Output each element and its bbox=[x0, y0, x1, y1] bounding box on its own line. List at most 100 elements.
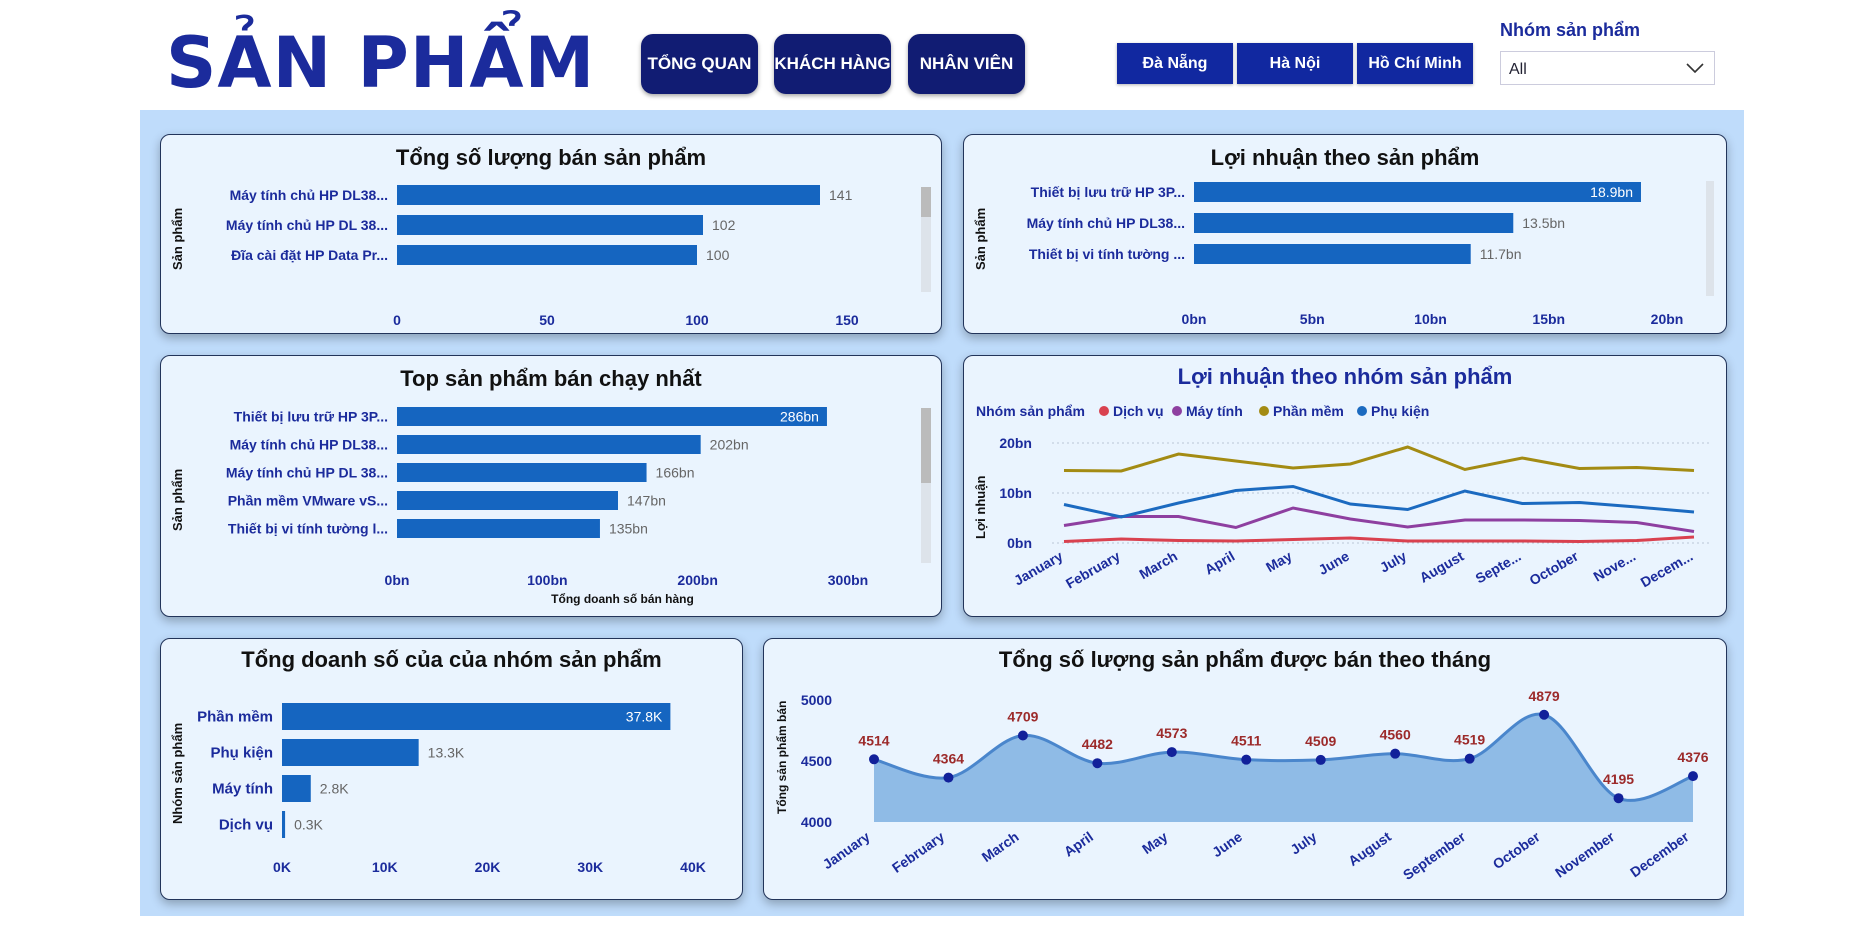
data-point bbox=[1315, 754, 1326, 765]
category-label: Thiết bị vi tính tường l... bbox=[228, 521, 388, 537]
city-button-ho-chi-minh[interactable]: Hồ Chí Minh bbox=[1357, 43, 1473, 84]
bar bbox=[282, 703, 671, 730]
city-button-da-nang[interactable]: Đà Nẵng bbox=[1117, 43, 1233, 84]
category-label: Máy tính chủ HP DL 38... bbox=[226, 465, 388, 481]
slicer-label: Nhóm sản phẩm bbox=[1500, 20, 1641, 40]
data-label: 4511 bbox=[1231, 733, 1262, 749]
data-point bbox=[1017, 730, 1028, 741]
legend-title: Nhóm sản phẩm bbox=[976, 403, 1085, 419]
data-point bbox=[1688, 771, 1698, 782]
nav-button-nhan-vien[interactable]: NHÂN VIÊN bbox=[908, 34, 1025, 94]
data-label: 135bn bbox=[609, 521, 648, 537]
scrollbar[interactable] bbox=[921, 187, 931, 292]
x-tick-label: April bbox=[1061, 828, 1096, 859]
bar-chart: Thiết bị lưu trữ HP 3P... 286bn Máy tính c… bbox=[226, 407, 868, 606]
data-label: 18.9bn bbox=[1590, 184, 1633, 200]
category-label: Máy tính chủ HP DL38... bbox=[1027, 215, 1185, 231]
category-label: Máy tính chủ HP DL 38... bbox=[226, 217, 388, 233]
category-label: Máy tính chủ HP DL38... bbox=[230, 187, 388, 203]
chart-title: Tổng doanh số của của nhóm sản phẩm bbox=[241, 647, 662, 672]
x-tick-label: March bbox=[1136, 548, 1180, 582]
tick-label: 200bn bbox=[677, 572, 717, 588]
tick-label: 4000 bbox=[801, 814, 832, 830]
bar bbox=[397, 185, 820, 205]
tick-label: 300bn bbox=[828, 572, 868, 588]
data-label: 11.7bn bbox=[1480, 246, 1522, 262]
tick-label: 0K bbox=[273, 859, 291, 875]
data-label: 4195 bbox=[1603, 771, 1634, 787]
data-point bbox=[869, 754, 879, 765]
legend-marker bbox=[1357, 406, 1367, 416]
tick-label: 0bn bbox=[385, 572, 410, 588]
data-label: 4560 bbox=[1380, 727, 1411, 743]
tick-label: 15bn bbox=[1532, 311, 1565, 327]
data-point bbox=[943, 772, 954, 783]
series-line bbox=[1063, 445, 1695, 473]
card-quantity-by-month: Tổng số lượng sản phẩm được bán theo thá… bbox=[763, 638, 1727, 900]
category-label: Máy tính bbox=[212, 781, 273, 798]
bar bbox=[397, 407, 827, 426]
tick-label: 10K bbox=[372, 859, 398, 875]
card-quantity-by-product: Tổng số lượng bán sản phẩm Sản phẩm Máy … bbox=[160, 134, 942, 334]
data-label: 166bn bbox=[656, 465, 695, 481]
series-line bbox=[1063, 484, 1695, 519]
data-label: 286bn bbox=[780, 409, 819, 425]
tick-label: 0 bbox=[393, 312, 401, 328]
tick-label: 20bn bbox=[999, 435, 1032, 451]
category-label: Thiết bị lưu trữ HP 3P... bbox=[234, 409, 388, 425]
bar bbox=[397, 245, 697, 265]
chart-title: Top sản phẩm bán chạy nhất bbox=[400, 366, 702, 391]
x-tick-label: February bbox=[889, 828, 947, 876]
card-profit-by-group: Lợi nhuận theo nhóm sản phẩm Lợi nhuận N… bbox=[963, 355, 1727, 617]
x-tick-label: December bbox=[1627, 828, 1692, 880]
chart-title: Lợi nhuận theo sản phẩm bbox=[1210, 145, 1480, 170]
tick-label: 4500 bbox=[801, 753, 832, 769]
bar bbox=[397, 491, 618, 510]
tick-label: 10bn bbox=[1414, 311, 1447, 327]
legend-marker bbox=[1259, 406, 1269, 416]
nav-button-tong-quan[interactable]: TỔNG QUAN bbox=[641, 34, 758, 94]
data-label: 4879 bbox=[1529, 688, 1560, 704]
bar-chart: Máy tính chủ HP DL38... 141 Máy tính chủ H… bbox=[226, 185, 859, 328]
bar bbox=[397, 463, 647, 482]
bar bbox=[282, 811, 286, 838]
data-point bbox=[1390, 748, 1401, 759]
area-chart: 4000 4500 5000 4514 January 4364 February 4709 M… bbox=[801, 688, 1709, 883]
bar bbox=[1194, 182, 1641, 202]
card-sales-by-group: Tổng doanh số của của nhóm sản phẩm Nhóm… bbox=[160, 638, 743, 900]
x-tick-label: April bbox=[1202, 548, 1238, 578]
chart-title: Tổng số lượng sản phẩm được bán theo thá… bbox=[998, 647, 1492, 672]
scrollbar[interactable] bbox=[1706, 181, 1714, 296]
data-point bbox=[1166, 747, 1177, 758]
tick-label: 5000 bbox=[801, 692, 832, 708]
chart-title: Lợi nhuận theo nhóm sản phẩm bbox=[1177, 364, 1513, 389]
tick-label: 20K bbox=[475, 859, 501, 875]
data-label: 4519 bbox=[1454, 732, 1485, 748]
data-label: 4364 bbox=[933, 751, 964, 767]
data-label: 37.8K bbox=[626, 709, 663, 725]
tick-label: 0bn bbox=[1182, 311, 1207, 327]
legend-label: Phụ kiện bbox=[1371, 403, 1429, 419]
tick-label: 20bn bbox=[1651, 311, 1684, 327]
data-label: 0.3K bbox=[294, 817, 323, 833]
data-label: 4509 bbox=[1305, 733, 1336, 749]
data-label: 141 bbox=[829, 187, 853, 203]
data-label: 4482 bbox=[1082, 736, 1113, 752]
data-label: 4709 bbox=[1007, 709, 1038, 725]
card-top-products: Top sản phẩm bán chạy nhất Sản phẩm Thiế… bbox=[160, 355, 942, 617]
data-label: 4376 bbox=[1677, 749, 1708, 765]
nav-button-khach-hang[interactable]: KHÁCH HÀNG bbox=[774, 34, 891, 94]
product-group-dropdown[interactable]: All bbox=[1500, 51, 1715, 85]
page-title: SẢN PHẨM bbox=[166, 22, 596, 104]
bar-chart: Phần mềm 37.8K Phụ kiện 13.3K Máy tính 2.8K Dị… bbox=[197, 703, 706, 875]
x-tick-label: January bbox=[820, 828, 873, 872]
bar bbox=[397, 435, 701, 454]
city-button-ha-noi[interactable]: Hà Nội bbox=[1237, 43, 1353, 84]
bar bbox=[397, 519, 600, 538]
x-tick-label: Decem... bbox=[1638, 548, 1696, 591]
data-label: 2.8K bbox=[320, 781, 349, 797]
scrollbar[interactable] bbox=[921, 408, 931, 563]
chart-title: Tổng số lượng bán sản phẩm bbox=[395, 145, 707, 170]
legend-label: Phần mềm bbox=[1273, 403, 1344, 419]
category-label: Đĩa cài đặt HP Data Pr... bbox=[231, 247, 388, 263]
